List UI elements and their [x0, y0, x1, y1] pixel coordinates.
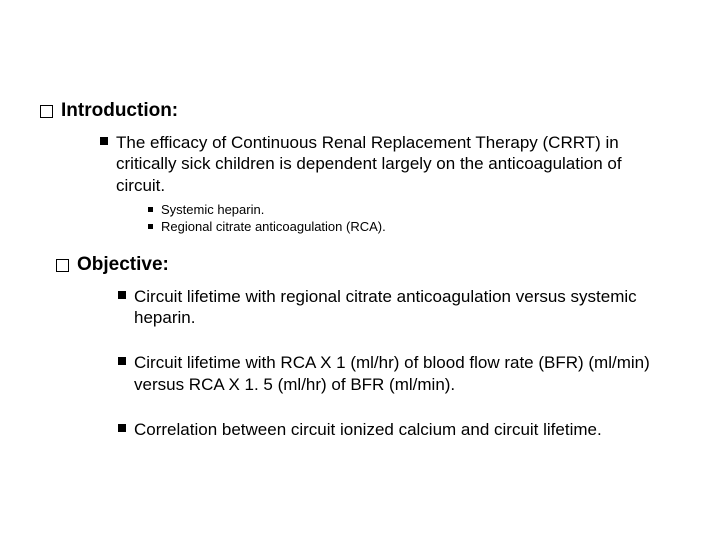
- solid-square-bullet-icon: [118, 291, 126, 299]
- objective-heading-text: Objective:: [77, 254, 169, 276]
- solid-square-bullet-icon: [100, 137, 108, 145]
- intro-sub-point: Systemic heparin.: [148, 202, 680, 217]
- solid-square-bullet-small-icon: [148, 224, 153, 229]
- objective-point: Correlation between circuit ionized calc…: [118, 419, 650, 440]
- intro-main-point: The efficacy of Continuous Renal Replace…: [100, 132, 660, 196]
- objective-point: Circuit lifetime with regional citrate a…: [118, 286, 650, 329]
- hollow-square-bullet-icon: [56, 259, 69, 272]
- objective-point-text: Circuit lifetime with RCA X 1 (ml/hr) of…: [134, 352, 650, 395]
- objective-heading: Objective:: [56, 254, 680, 276]
- objective-point-text: Circuit lifetime with regional citrate a…: [134, 286, 650, 329]
- objective-point: Circuit lifetime with RCA X 1 (ml/hr) of…: [118, 352, 650, 395]
- solid-square-bullet-small-icon: [148, 207, 153, 212]
- introduction-heading-text: Introduction:: [61, 100, 178, 122]
- solid-square-bullet-icon: [118, 424, 126, 432]
- hollow-square-bullet-icon: [40, 105, 53, 118]
- intro-sub-point-text: Regional citrate anticoagulation (RCA).: [161, 219, 386, 234]
- intro-sub-point: Regional citrate anticoagulation (RCA).: [148, 219, 680, 234]
- intro-main-point-text: The efficacy of Continuous Renal Replace…: [116, 132, 660, 196]
- slide-content: Introduction: The efficacy of Continuous…: [0, 0, 720, 504]
- introduction-heading: Introduction:: [40, 100, 680, 122]
- intro-sub-point-text: Systemic heparin.: [161, 202, 264, 217]
- solid-square-bullet-icon: [118, 357, 126, 365]
- objective-point-text: Correlation between circuit ionized calc…: [134, 419, 602, 440]
